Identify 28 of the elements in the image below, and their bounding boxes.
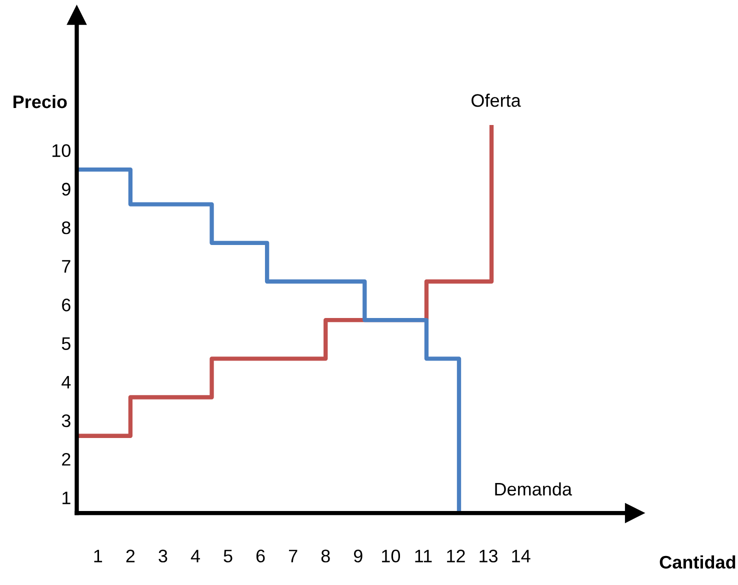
y-tick-label: 10 (52, 144, 70, 157)
y-tick-label: 6 (62, 298, 70, 312)
text: Demanda (495, 482, 572, 496)
x-tick-label: 13 (480, 550, 498, 562)
x-tick-label: 5 (224, 550, 232, 562)
y-tick-label: 9 (62, 182, 70, 196)
y-tick-label: 7 (62, 260, 70, 273)
series-label: Oferta (472, 94, 521, 107)
x-tick-label: 4 (190, 550, 200, 562)
x-tick-label: 12 (447, 550, 465, 562)
x-tick-label: 6 (256, 550, 265, 562)
y-tick-label: 3 (62, 414, 70, 428)
x-tick-label: 9 (354, 550, 362, 562)
y-tick-label: 1 (62, 492, 70, 504)
x-axis-title: Cantidad (660, 555, 736, 569)
x-tick-label: 3 (158, 550, 168, 562)
y-tick-label: 8 (62, 221, 70, 234)
x-tick-label: 11 (415, 550, 432, 562)
x-tick-label: 1 (94, 550, 102, 562)
x-tick-label: 7 (288, 550, 298, 562)
x-tick-label: 2 (126, 550, 135, 562)
x-tick-label: 14 (512, 550, 530, 562)
y-axis-title: Precio (14, 94, 67, 108)
y-tick-label: 4 (62, 376, 71, 388)
y-tick-label: 2 (62, 452, 70, 466)
x-tick-label: 10 (382, 550, 400, 562)
y-tick-label: 5 (62, 337, 70, 350)
x-tick-label: 8 (321, 550, 330, 562)
